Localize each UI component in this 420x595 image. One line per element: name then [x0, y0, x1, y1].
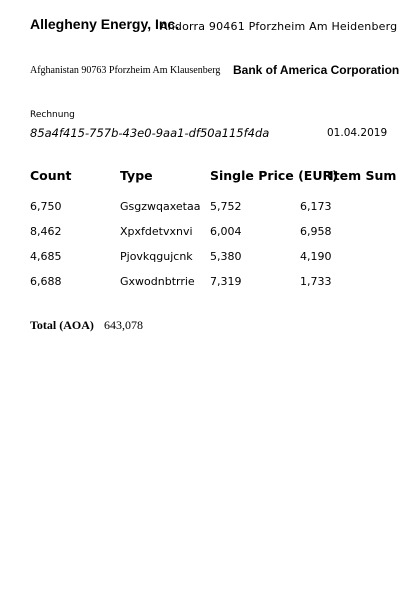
invoice-id: 85a4f415-757b-43e0-9aa1-df50a115f4da — [30, 126, 270, 140]
recipient-address: Afghanistan 90763 Pforzheim Am Klausenbe… — [30, 65, 221, 76]
document-label: Rechnung — [30, 110, 75, 120]
recipient-name: Bank of America Corporation — [233, 63, 400, 77]
invoice-date: 01.04.2019 — [327, 127, 388, 139]
cell-single-price: 7,319 — [210, 275, 242, 288]
cell-item-sum: 1,733 — [300, 275, 332, 288]
sender-name: Allegheny Energy, Inc. — [30, 16, 180, 32]
cell-single-price: 5,752 — [210, 200, 242, 213]
cell-item-sum: 6,958 — [300, 225, 332, 238]
cell-item-sum: 6,173 — [300, 200, 332, 213]
cell-item-sum: 4,190 — [300, 250, 332, 263]
header-single-price: Single Price (EUR) — [210, 168, 338, 183]
cell-type: Xpxfdetvxnvi — [120, 225, 193, 238]
header-count: Count — [30, 168, 72, 183]
cell-count: 4,685 — [30, 250, 62, 263]
cell-count: 6,750 — [30, 200, 62, 213]
header-type: Type — [120, 168, 153, 183]
cell-count: 6,688 — [30, 275, 62, 288]
cell-type: Pjovkqgujcnk — [120, 250, 193, 263]
total-value: 643,078 — [104, 318, 143, 332]
cell-count: 8,462 — [30, 225, 62, 238]
cell-type: Gsgzwqaxetaa — [120, 200, 201, 213]
sender-address: Andorra 90461 Pforzheim Am Heidenberg — [160, 20, 398, 33]
header-item-sum: Item Sum — [329, 168, 397, 183]
total-label: Total (AOA) — [30, 318, 94, 332]
cell-single-price: 5,380 — [210, 250, 242, 263]
cell-single-price: 6,004 — [210, 225, 242, 238]
cell-type: Gxwodnbtrrie — [120, 275, 195, 288]
